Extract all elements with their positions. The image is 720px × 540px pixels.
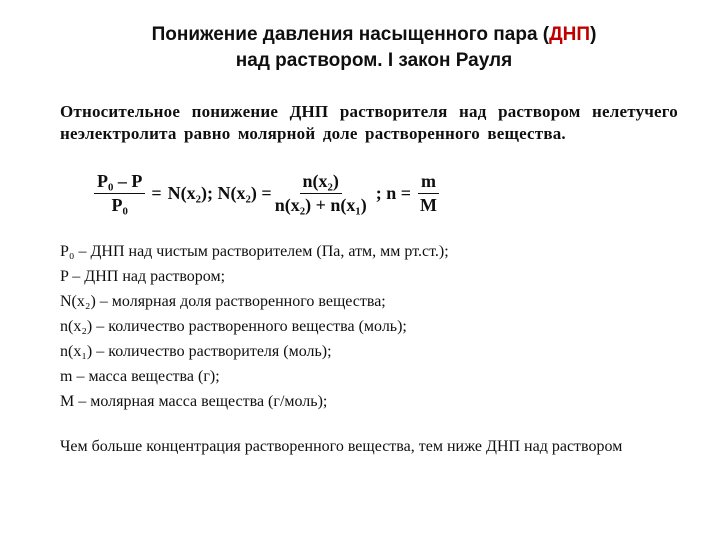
frac3-den: M [417, 194, 440, 216]
legend-line: n(x₂) – количество растворенного веществ… [60, 315, 678, 339]
legend-line: m – масса вещества (г); [60, 365, 678, 389]
legend-line: P – ДНП над раствором; [60, 265, 678, 289]
semi: ; n = [376, 183, 411, 204]
title-dnp: ДНП [549, 24, 590, 45]
legend-block: P₀ – ДНП над чистым растворителем (Па, а… [60, 240, 678, 414]
formula-row: P₀ – P P₀ = N(x₂); N(x₂) = n(x₂) n(x₂) +… [60, 171, 678, 215]
fraction-2: n(x₂) n(x₂) + n(x₁) [272, 171, 370, 215]
legend-line: N(x₂) – молярная доля растворенного веще… [60, 290, 678, 314]
nx2-part: N(x₂); N(x₂) = [168, 183, 272, 204]
legend-line: M – молярная масса вещества (г/моль); [60, 390, 678, 414]
title-line2: над раствором. I закон Рауля [236, 50, 512, 71]
slide-title: Понижение давления насыщенного пара (ДНП… [60, 22, 678, 73]
title-line1-post: ) [590, 24, 596, 45]
legend-line: P₀ – ДНП над чистым растворителем (Па, а… [60, 240, 678, 264]
fraction-1: P₀ – P P₀ [94, 171, 145, 215]
title-line1-pre: Понижение давления насыщенного пара ( [152, 24, 550, 45]
conclusion-text: Чем больше концентрация растворенного ве… [60, 436, 678, 458]
definition-text: Относительное понижение ДНП растворителя… [60, 101, 678, 145]
eq1: = [151, 183, 161, 204]
frac1-num: P₀ – P [94, 171, 145, 194]
frac3-num: m [418, 171, 439, 194]
frac2-den: n(x₂) + n(x₁) [272, 194, 370, 216]
legend-line: n(x₁) – количество растворителя (моль); [60, 340, 678, 364]
frac1-den: P₀ [108, 194, 130, 216]
frac2-num: n(x₂) [300, 171, 342, 194]
fraction-3: m M [417, 171, 440, 215]
